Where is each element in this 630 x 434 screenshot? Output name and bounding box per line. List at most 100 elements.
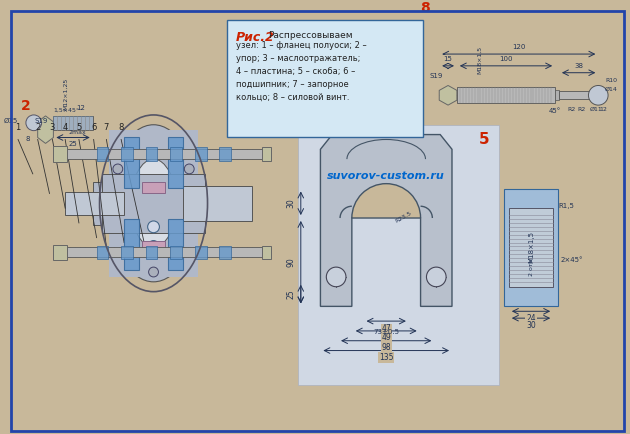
Circle shape: [26, 115, 42, 131]
Polygon shape: [38, 116, 54, 143]
Text: 6: 6: [91, 123, 96, 132]
Bar: [124, 137, 139, 187]
Text: 1: 1: [15, 123, 21, 132]
Text: 12: 12: [599, 107, 607, 112]
Text: 5: 5: [479, 132, 490, 147]
Text: S19: S19: [35, 118, 49, 124]
Bar: [54, 116, 93, 130]
Circle shape: [147, 221, 159, 233]
Text: M18×1,5: M18×1,5: [477, 46, 482, 74]
Text: 7: 7: [104, 123, 109, 132]
Text: 2×45°: 2×45°: [561, 257, 583, 263]
Bar: [124, 219, 139, 270]
Text: 8: 8: [26, 136, 30, 142]
Text: 30: 30: [287, 198, 295, 208]
Text: 2: 2: [35, 123, 40, 132]
Polygon shape: [321, 135, 452, 306]
Text: R23.5: R23.5: [394, 210, 412, 224]
Bar: [298, 125, 499, 385]
Text: M18×1,5: M18×1,5: [529, 231, 534, 263]
Bar: [110, 130, 198, 277]
FancyBboxPatch shape: [227, 20, 423, 137]
Text: Ø14: Ø14: [605, 87, 618, 92]
Text: 25: 25: [69, 141, 77, 148]
Bar: [170, 246, 182, 259]
Text: 5: 5: [76, 123, 81, 132]
Text: 38: 38: [574, 63, 583, 69]
Text: 3: 3: [50, 123, 55, 132]
Bar: [146, 246, 158, 259]
Circle shape: [588, 85, 608, 105]
Wedge shape: [352, 184, 421, 218]
Text: suvorov-custom.ru: suvorov-custom.ru: [328, 171, 445, 181]
Text: M12×1,25: M12×1,25: [62, 78, 67, 110]
Circle shape: [326, 267, 346, 287]
Text: 8: 8: [421, 1, 430, 15]
Text: Ø15: Ø15: [4, 118, 18, 124]
Bar: [457, 87, 555, 103]
Text: 30: 30: [381, 117, 391, 126]
Text: 4 – пластина; 5 – скоба; 6 –: 4 – пластина; 5 – скоба; 6 –: [236, 67, 355, 76]
Text: 4: 4: [62, 123, 68, 132]
Bar: [261, 246, 272, 259]
Bar: [559, 92, 598, 99]
Text: Распрессовываем: Распрессовываем: [268, 32, 353, 40]
Bar: [96, 147, 108, 161]
Bar: [509, 208, 553, 287]
Polygon shape: [439, 85, 457, 105]
Bar: [142, 182, 165, 194]
Bar: [142, 240, 165, 253]
Bar: [96, 246, 108, 259]
Circle shape: [185, 164, 194, 174]
Bar: [168, 137, 183, 187]
Text: R1,5: R1,5: [558, 203, 574, 209]
Text: 120: 120: [512, 44, 525, 50]
Bar: [195, 246, 207, 259]
Bar: [555, 90, 559, 100]
Text: 135: 135: [379, 353, 394, 362]
Text: S19: S19: [430, 72, 443, 79]
Text: Рис.2: Рис.2: [236, 32, 275, 44]
Circle shape: [149, 267, 158, 277]
Bar: [103, 174, 205, 233]
Text: 12: 12: [76, 105, 85, 111]
Bar: [261, 147, 272, 161]
Circle shape: [147, 240, 159, 253]
Text: 2max: 2max: [68, 130, 86, 135]
Text: 73±0.5: 73±0.5: [373, 329, 399, 335]
Bar: [54, 146, 67, 162]
Text: подшипник; 7 – запорное: подшипник; 7 – запорное: [236, 79, 349, 89]
Bar: [170, 147, 182, 161]
Text: R2: R2: [568, 107, 576, 112]
Bar: [195, 147, 207, 161]
Bar: [67, 247, 263, 257]
Text: кольцо; 8 – силовой винт.: кольцо; 8 – силовой винт.: [236, 92, 350, 102]
Bar: [183, 186, 252, 221]
Bar: [219, 147, 231, 161]
Text: 47: 47: [381, 325, 391, 333]
Bar: [67, 149, 263, 159]
Ellipse shape: [110, 125, 198, 282]
Text: 2: 2: [21, 99, 31, 113]
Text: 90: 90: [287, 257, 295, 267]
Bar: [121, 147, 133, 161]
Circle shape: [113, 164, 123, 174]
Bar: [65, 191, 124, 215]
Bar: [168, 219, 183, 270]
Text: 49: 49: [381, 333, 391, 342]
Text: 2 отв: 2 отв: [529, 259, 534, 276]
Bar: [54, 116, 93, 130]
Text: 45°: 45°: [549, 108, 561, 114]
Text: R2: R2: [578, 107, 586, 112]
Text: 100: 100: [499, 56, 513, 62]
Text: 98: 98: [381, 343, 391, 352]
Text: R10: R10: [605, 78, 617, 82]
Text: 30: 30: [526, 321, 536, 329]
Text: Ø11: Ø11: [590, 107, 602, 112]
Bar: [504, 188, 558, 306]
Text: 25: 25: [287, 289, 295, 299]
Text: 1,5×45°: 1,5×45°: [54, 108, 79, 113]
Text: 8: 8: [118, 123, 124, 132]
Text: узел: 1 – фланец полуоси; 2 –: узел: 1 – фланец полуоси; 2 –: [236, 41, 367, 50]
Bar: [121, 246, 133, 259]
